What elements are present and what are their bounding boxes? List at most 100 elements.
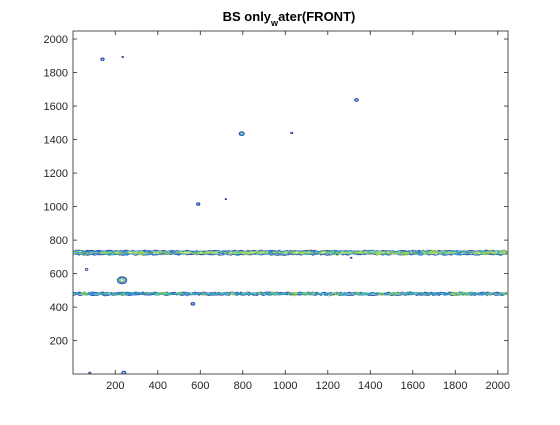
chart-title-subscript: w (270, 18, 279, 28)
band-0-speckle (149, 251, 154, 254)
band-1-speckle (339, 292, 343, 296)
band-0-speckle (430, 249, 438, 254)
y-tick-label: 1000 (44, 202, 68, 214)
band-0-speckle (169, 249, 175, 254)
band-0-speckle (88, 251, 95, 255)
band-0-speckle (482, 251, 490, 256)
y-tick-label: 600 (50, 269, 68, 281)
band-0-speckle (500, 250, 507, 253)
band-1-speckle (335, 292, 340, 296)
band-1-speckle (432, 292, 437, 297)
band-1-speckle (165, 292, 170, 296)
band-1-speckle (264, 291, 270, 295)
y-tick-label: 1800 (44, 68, 68, 80)
band-1-speckle (211, 291, 215, 296)
band-0-speckle (388, 252, 395, 255)
band-1-speckle (343, 292, 347, 296)
x-tick-label: 600 (191, 380, 209, 392)
band-0-speckle (287, 252, 293, 255)
band-0-speckle (268, 252, 274, 256)
band-1-speckle (301, 291, 308, 295)
x-tick-label: 200 (106, 380, 124, 392)
spot-8-contour-0 (190, 301, 196, 306)
band-0-speckle (367, 249, 372, 253)
band-1-speckle (308, 292, 312, 296)
band-0-speckle (222, 251, 229, 255)
band-1-speckle (245, 291, 249, 295)
band-0-speckle (350, 250, 354, 254)
band-0-speckle (235, 252, 241, 256)
band-0-speckle (119, 251, 123, 255)
band-0-contour-3-upper (73, 250, 508, 254)
band-0-speckle (96, 249, 101, 253)
chart-title-part-1: BS only (223, 9, 272, 24)
y-tick-label: 1400 (44, 135, 68, 147)
band-0-speckle (292, 252, 296, 255)
band-0-speckle (385, 251, 392, 254)
plot-background (73, 31, 508, 374)
band-0-speckle (348, 251, 352, 254)
band-1-speckle (503, 291, 508, 296)
band-1-speckle (146, 292, 151, 295)
band-1-speckle (354, 292, 359, 296)
band-0-speckle (496, 251, 501, 255)
band-1-speckle (325, 292, 332, 297)
band-0-speckle (249, 251, 253, 255)
spot-8-contour-1 (191, 302, 195, 306)
band-0-speckle (404, 252, 410, 256)
band-1-speckle (340, 292, 345, 297)
spot-6-contour-0 (224, 198, 228, 201)
spot-3-contour-0 (238, 131, 245, 137)
band-0-speckle (452, 251, 459, 254)
band-0-speckle (138, 251, 145, 255)
band-1-speckle (395, 291, 401, 295)
spot-9-contour-0 (84, 267, 89, 271)
band-1-speckle (195, 291, 202, 295)
band-0-speckle (242, 251, 249, 256)
spot-1-contour-0 (121, 56, 124, 59)
spot-3-contour-1 (239, 131, 244, 136)
band-1-speckle (97, 292, 104, 295)
band-1-speckle (388, 292, 395, 296)
band-1-speckle (486, 292, 491, 296)
band-1-speckle (466, 293, 471, 296)
band-0-speckle (313, 251, 320, 255)
band-1-speckle (82, 291, 88, 296)
band-0-speckle (425, 249, 430, 254)
band-0-speckle (300, 251, 305, 255)
spot-7-contour-3 (120, 278, 125, 282)
band-1-speckle (135, 292, 140, 295)
band-1-speckle (378, 293, 383, 296)
band-0-speckle (505, 251, 508, 255)
band-0-speckle (371, 251, 377, 254)
band-0-speckle (398, 250, 402, 254)
band-0-speckle (74, 249, 79, 254)
x-tick-label: 1000 (273, 380, 297, 392)
band-0-speckle (144, 250, 150, 254)
band-0-speckle (306, 250, 312, 254)
band-1-speckle (73, 293, 75, 296)
band-1-speckle (302, 292, 307, 296)
band-0-speckle (327, 251, 330, 255)
x-tick-label: 400 (149, 380, 167, 392)
band-1-speckle (364, 292, 368, 296)
y-tick-label: 1200 (44, 168, 68, 180)
band-1-speckle (102, 292, 108, 297)
axes-layer: 200 400 600 800 1000 1200 1400 1600 1800 2000 200 4… (44, 30, 510, 392)
band-1-speckle (230, 293, 234, 296)
band-1-speckle (89, 292, 96, 296)
spot-7-contour-1 (118, 277, 127, 284)
spot-7-contour-0 (117, 276, 128, 285)
band-1-speckle (147, 292, 153, 295)
band-0-speckle (439, 252, 443, 255)
band-0-speckle (105, 251, 111, 256)
band-1-speckle (123, 291, 129, 295)
band-1-speckle (459, 291, 466, 296)
band-1-speckle (130, 292, 137, 296)
band-1-speckle (493, 293, 498, 296)
band-0-speckle (375, 252, 381, 256)
band-1-speckle (418, 292, 422, 296)
plot-area (73, 31, 508, 374)
